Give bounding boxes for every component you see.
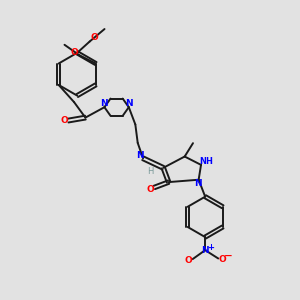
Text: NH: NH	[199, 158, 213, 166]
Text: −: −	[224, 250, 232, 260]
Text: O: O	[90, 33, 98, 42]
Text: O: O	[147, 185, 154, 194]
Text: N: N	[136, 152, 143, 160]
Text: +: +	[207, 243, 214, 252]
Text: N: N	[201, 246, 209, 255]
Text: N: N	[125, 99, 133, 108]
Text: N: N	[194, 179, 201, 188]
Text: O: O	[61, 116, 68, 125]
Text: N: N	[100, 99, 108, 108]
Text: O: O	[218, 255, 226, 264]
Text: O: O	[185, 256, 193, 265]
Text: O: O	[70, 48, 78, 57]
Text: H: H	[148, 167, 154, 176]
